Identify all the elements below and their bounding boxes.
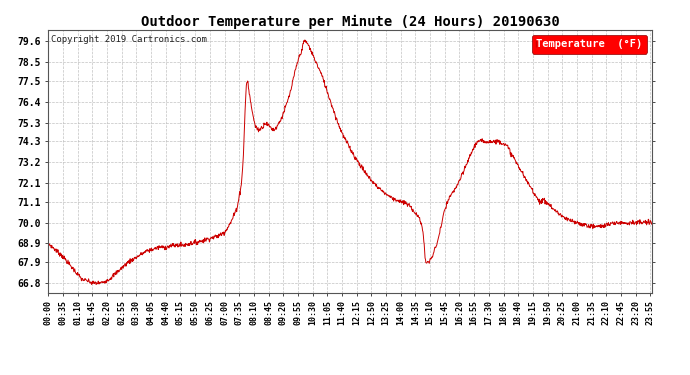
- Text: Copyright 2019 Cartronics.com: Copyright 2019 Cartronics.com: [51, 35, 207, 44]
- Legend: Temperature  (°F): Temperature (°F): [532, 35, 647, 54]
- Title: Outdoor Temperature per Minute (24 Hours) 20190630: Outdoor Temperature per Minute (24 Hours…: [141, 15, 560, 29]
